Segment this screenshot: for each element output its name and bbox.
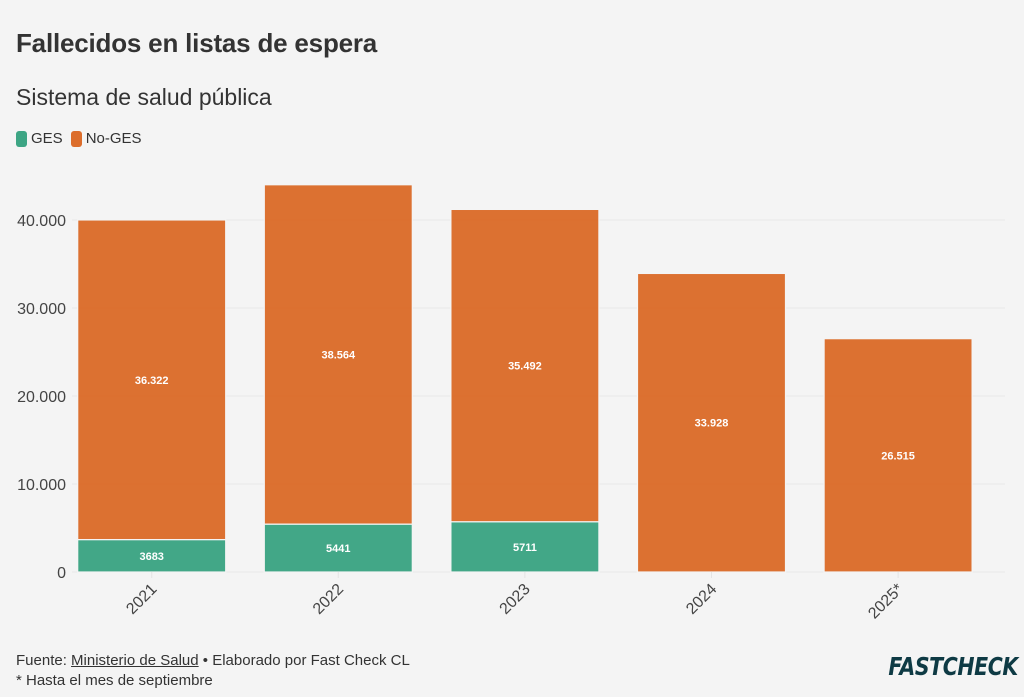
source-line: Fuente: Ministerio de Salud • Elaborado … [16,651,410,671]
legend-swatch-no-ges [70,130,82,147]
data-label: 3683 [139,551,163,563]
data-label: 33.928 [695,418,729,430]
legend-label-no-ges: No-GES [85,130,142,147]
y-tick-label: 30.000 [17,301,66,318]
chart-subtitle: Sistema de salud pública [16,84,272,110]
x-tick-label: 2022 [310,581,347,618]
bar-no-ges-2021[interactable] [77,219,227,541]
x-tick-label: 2023 [497,581,534,618]
source-link[interactable]: Ministerio de Salud [71,652,199,669]
footnote: * Hasta el mes de septiembre [16,672,213,689]
data-label: 35.492 [508,361,542,373]
data-label: 5441 [326,543,350,555]
credit: Elaborado por Fast Check CL [212,652,410,669]
x-tick-label: 2024 [683,581,720,618]
fastcheck-logo: FASTCHECK [888,652,1019,681]
source-prefix: Fuente: [16,652,72,669]
x-tick-label: 2025* [865,581,907,623]
chart-title: Fallecidos en listas de espera [16,28,378,58]
legend-item-ges[interactable]: GES [16,130,63,147]
footer: Fuente: Ministerio de Salud • Elaborado … [16,651,410,691]
y-tick-label: 0 [57,565,66,582]
y-tick-label: 10.000 [17,477,66,494]
bar-no-ges-2024[interactable] [636,272,787,573]
legend: GES No-GES [16,130,150,147]
y-tick-label: 20.000 [17,389,66,406]
separator: • [198,652,213,669]
y-tick-label: 40.000 [17,213,66,230]
data-label: 5711 [513,542,537,554]
bar-no-ges-2023[interactable] [450,208,600,523]
legend-swatch-ges [16,130,27,147]
bar-no-ges-2025[interactable] [823,338,973,573]
data-label: 26.515 [881,450,915,462]
bar-ges-2023[interactable] [450,521,600,573]
bar-ges-2021[interactable] [77,538,227,573]
legend-label-ges: GES [31,130,63,147]
legend-item-no-ges[interactable]: No-GES [70,130,142,147]
x-tick-label: 2021 [123,581,160,618]
bar-no-ges-2022[interactable] [263,184,413,525]
data-label: 36.322 [135,375,169,387]
data-label: 38.564 [321,349,356,361]
